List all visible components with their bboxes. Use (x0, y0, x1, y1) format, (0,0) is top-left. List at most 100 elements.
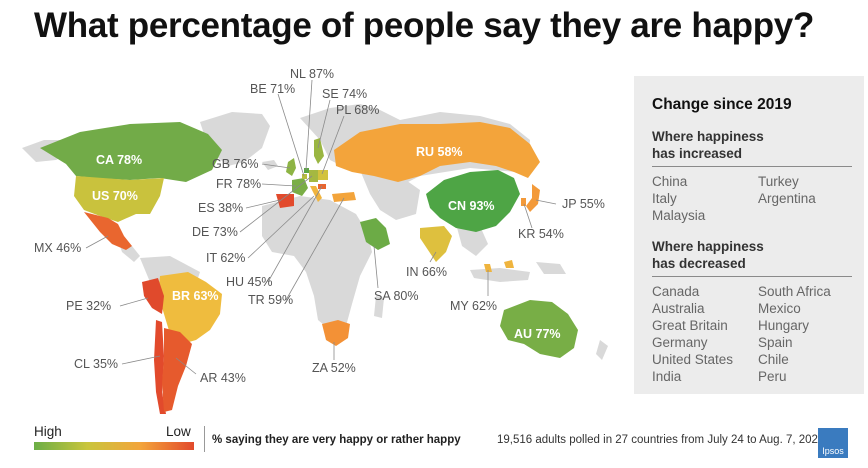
list-item: Australia (652, 301, 705, 316)
leader-in (429, 251, 437, 263)
label-my: MY 62% (450, 299, 497, 313)
label-cn: CN 93% (448, 199, 495, 213)
map-us (74, 176, 164, 222)
map-ar (162, 328, 192, 412)
list-item: Italy (652, 191, 677, 206)
map-it (310, 186, 322, 202)
indonesia-land (470, 268, 530, 282)
increased-list-col1: China Italy Malaysia (652, 173, 705, 224)
increased-divider (652, 166, 852, 167)
increased-heading: Where happiness has increased (652, 128, 764, 162)
increased-heading-line1: Where happiness (652, 129, 764, 144)
label-in: IN 66% (406, 265, 447, 279)
ipsos-logo: Ipsos (818, 428, 848, 458)
leader-es (245, 199, 281, 209)
map-se (314, 138, 324, 164)
label-hu: HU 45% (226, 275, 273, 289)
legend-divider (204, 426, 205, 452)
list-item: Hungary (758, 318, 810, 333)
label-cl: CL 35% (74, 357, 118, 371)
leader-kr (523, 203, 533, 229)
list-item: Spain (758, 335, 793, 350)
label-za: ZA 52% (312, 361, 356, 375)
leader-cl (121, 355, 161, 365)
leader-se (317, 99, 331, 149)
label-fr: FR 78% (216, 177, 261, 191)
label-au: AU 77% (514, 327, 561, 341)
list-item: Argentina (758, 191, 816, 206)
label-de: DE 73% (192, 225, 238, 239)
map-es (276, 194, 294, 208)
map-sa (360, 218, 390, 250)
leader-ar (175, 357, 197, 375)
label-be: BE 71% (250, 82, 295, 96)
leader-be (277, 93, 305, 177)
map-pl (318, 170, 328, 180)
label-es: ES 38% (198, 201, 243, 215)
decreased-list-col1: Canada Australia Great Britain Germany U… (652, 283, 733, 385)
madagascar-land (374, 296, 384, 318)
map-jp (526, 184, 540, 212)
decreased-heading-line2: has decreased (652, 256, 746, 271)
map-kr (521, 198, 526, 206)
leader-de (239, 175, 313, 233)
label-jp: JP 55% (562, 197, 605, 211)
map-mx (84, 212, 132, 250)
label-gb: GB 76% (212, 157, 259, 171)
central-asia-land (360, 170, 420, 220)
map-be (302, 174, 307, 179)
decreased-heading-line1: Where happiness (652, 239, 764, 254)
list-item: United States (652, 352, 734, 367)
legend-low-label: Low (166, 424, 191, 439)
map-gb (286, 158, 296, 176)
list-item: Great Britain (652, 318, 728, 333)
leader-jp (535, 199, 557, 205)
label-ar: AR 43% (200, 371, 246, 385)
leader-it (247, 195, 315, 259)
label-pe: PE 32% (66, 299, 111, 313)
panel-title: Change since 2019 (652, 96, 792, 113)
map-za (322, 320, 350, 346)
map-ru (334, 122, 540, 182)
label-pl: PL 68% (336, 103, 379, 117)
label-se: SE 74% (322, 87, 367, 101)
map-my (484, 260, 514, 272)
leader-hu (267, 185, 323, 283)
new-guinea-land (536, 262, 566, 274)
map-cl (154, 320, 166, 414)
new-zealand-land (596, 340, 608, 360)
map-ca (40, 122, 222, 182)
africa-land (262, 196, 372, 330)
leader-tr (285, 197, 345, 301)
map-cn (426, 170, 520, 232)
map-au (500, 300, 578, 358)
legend-high-label: High (34, 424, 62, 439)
se-asia-land (456, 224, 488, 256)
label-ru: RU 58% (416, 145, 463, 159)
map-nl (304, 168, 309, 173)
list-item: Peru (758, 369, 787, 384)
leader-pe (119, 297, 149, 307)
label-br: BR 63% (172, 289, 219, 303)
label-nl: NL 87% (290, 67, 334, 81)
leader-gb (261, 163, 291, 169)
leader-sa (373, 245, 379, 289)
map-in (420, 226, 452, 262)
leader-lines (85, 79, 557, 375)
page-title: What percentage of people say they are h… (34, 6, 815, 45)
logo-text: Ipsos (822, 446, 844, 456)
survey-footnote: 19,516 adults polled in 27 countries fro… (497, 434, 825, 446)
change-since-2019-panel: Change since 2019 Where happiness has in… (634, 76, 864, 394)
map-br (158, 272, 222, 344)
leader-nl (305, 79, 313, 171)
list-item: South Africa (758, 284, 831, 299)
leader-pl (321, 115, 345, 175)
label-ca: CA 78% (96, 153, 142, 167)
label-kr: KR 54% (518, 227, 564, 241)
list-item: Turkey (758, 174, 799, 189)
list-item: Chile (758, 352, 789, 367)
increased-heading-line2: has increased (652, 146, 743, 161)
map-pe (142, 278, 164, 314)
list-item: India (652, 369, 682, 384)
leader-fr (261, 183, 297, 187)
